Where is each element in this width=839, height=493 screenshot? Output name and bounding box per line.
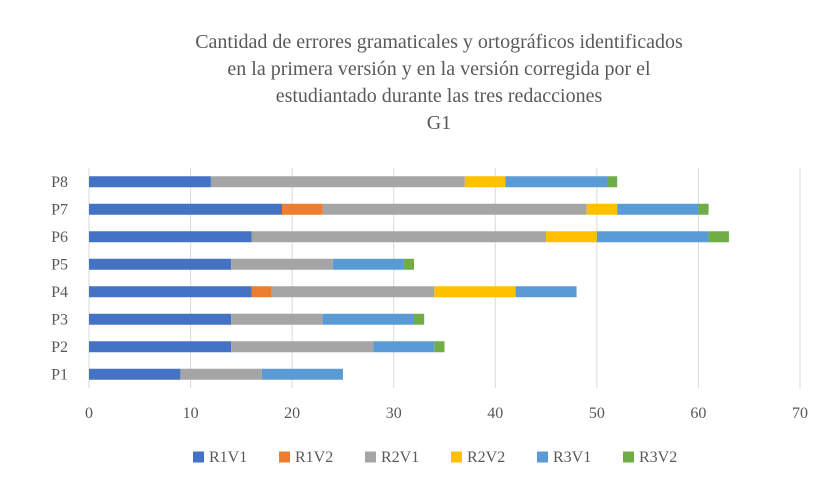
x-tick-label: 20 — [284, 405, 300, 422]
legend-label-r1v2: R1V2 — [295, 449, 333, 466]
gridlines — [88, 168, 801, 388]
bars — [89, 176, 729, 380]
bar-segment-r1v2-p7 — [281, 203, 323, 215]
bar-segment-r2v1-p4 — [271, 286, 435, 298]
bar-segment-r3v1-p1 — [261, 368, 343, 380]
legend-swatch-r3v1 — [537, 451, 548, 463]
bar-segment-r1v1-p3 — [89, 313, 232, 325]
bar-segment-r2v1-p6 — [251, 231, 547, 243]
legend: R1V1 R1V2 R2V1 R2V2 R3V1 R3V2 — [193, 449, 677, 466]
bar-segment-r2v1-p5 — [231, 258, 333, 270]
legend-swatch-r2v2 — [451, 451, 462, 463]
y-category-label: P5 — [51, 256, 68, 273]
bar-segment-r3v2-p5 — [403, 258, 415, 270]
chart-title: Cantidad de errores gramaticales y ortog… — [195, 31, 683, 134]
y-category-label: P1 — [51, 366, 68, 383]
bar-segment-r3v2-p3 — [414, 313, 425, 325]
y-axis-category-labels: P1 P2 P3 P4 P5 P6 P7 P8 — [51, 174, 68, 384]
bar-segment-r2v2-p8 — [464, 176, 506, 188]
bar-segment-r2v1-p3 — [231, 313, 323, 325]
bar-segment-r3v1-p7 — [617, 203, 699, 215]
bar-segment-r1v1-p2 — [89, 341, 232, 353]
legend-swatch-r1v2 — [279, 451, 290, 463]
x-axis-tick-labels: 0 10 20 30 40 50 60 70 — [85, 405, 808, 422]
x-tick-label: 30 — [386, 405, 402, 422]
bar-segment-r3v2-p6 — [708, 231, 729, 243]
y-category-label: P3 — [51, 311, 68, 328]
chart-title-line-2: en la primera versión y en la versión co… — [227, 58, 651, 80]
bar-segment-r2v2-p6 — [546, 231, 597, 243]
bar-segment-r2v1-p2 — [231, 341, 374, 353]
bar-segment-r2v1-p8 — [210, 176, 465, 188]
y-category-label: P8 — [51, 174, 68, 191]
bar-segment-r3v1-p8 — [505, 176, 608, 188]
bar-segment-r2v1-p7 — [322, 203, 587, 215]
bar-segment-r2v2-p7 — [586, 203, 618, 215]
y-category-label: P4 — [51, 284, 68, 301]
x-tick-label: 10 — [183, 405, 199, 422]
y-category-label: P6 — [51, 229, 68, 246]
x-tick-label: 60 — [690, 405, 706, 422]
bar-segment-r1v1-p4 — [89, 286, 252, 298]
y-category-label: P2 — [51, 339, 68, 356]
bar-segment-r3v2-p7 — [698, 203, 709, 215]
bar-segment-r2v1-p1 — [180, 368, 262, 380]
legend-label-r1v1: R1V1 — [209, 449, 247, 466]
legend-label-r3v1: R3V1 — [553, 449, 591, 466]
bar-segment-r3v1-p3 — [322, 313, 415, 325]
bar-segment-r1v1-p1 — [89, 368, 181, 380]
x-tick-label: 0 — [85, 405, 93, 422]
legend-swatch-r3v2 — [623, 451, 634, 463]
x-tick-label: 40 — [487, 405, 503, 422]
x-tick-label: 50 — [589, 405, 605, 422]
bar-segment-r1v1-p8 — [89, 176, 211, 188]
x-tick-label: 70 — [792, 405, 808, 422]
bar-segment-r3v2-p2 — [434, 341, 445, 353]
bar-segment-r3v1-p6 — [596, 231, 709, 243]
bar-segment-r3v1-p5 — [332, 258, 404, 270]
chart-title-line-3: estudiantado durante las tres redaccione… — [276, 85, 603, 107]
bar-segment-r1v1-p5 — [89, 258, 232, 270]
bar-segment-r3v1-p2 — [373, 341, 435, 353]
legend-label-r2v1: R2V1 — [381, 449, 419, 466]
bar-segment-r1v1-p7 — [89, 203, 282, 215]
legend-label-r2v2: R2V2 — [467, 449, 505, 466]
y-category-label: P7 — [51, 201, 68, 218]
legend-swatch-r1v1 — [193, 451, 204, 463]
chart-title-line-1: Cantidad de errores gramaticales y ortog… — [195, 31, 683, 53]
bar-segment-r1v2-p4 — [251, 286, 272, 298]
bar-segment-r3v2-p8 — [607, 176, 618, 188]
bar-segment-r3v1-p4 — [515, 286, 577, 298]
bar-segment-r1v1-p6 — [89, 231, 252, 243]
chart-title-line-4: G1 — [427, 112, 451, 134]
bar-segment-r2v2-p4 — [434, 286, 516, 298]
legend-label-r3v2: R3V2 — [639, 449, 677, 466]
legend-swatch-r2v1 — [365, 451, 376, 463]
